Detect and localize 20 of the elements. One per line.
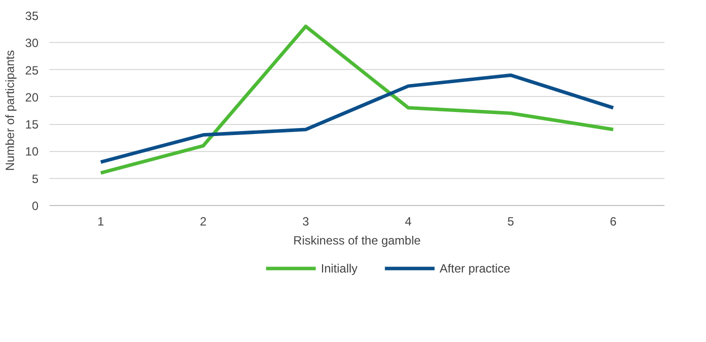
y-tick-label: 25 — [25, 63, 39, 78]
y-tick-label: 20 — [25, 90, 39, 104]
legend-label: After practice — [440, 262, 511, 276]
x-tick-label: 4 — [404, 214, 412, 228]
x-tick-label: 6 — [610, 214, 617, 228]
y-tick-label: 5 — [32, 172, 39, 186]
y-axis-title: Number of participants — [3, 50, 18, 171]
y-tick-label: 35 — [25, 9, 39, 23]
y-tick-label: 0 — [32, 199, 39, 213]
x-axis-title: Riskiness of the gamble — [293, 234, 422, 248]
x-tick-label: 5 — [507, 214, 514, 228]
legend-label: Initially — [320, 262, 358, 276]
y-tick-label: 10 — [25, 144, 39, 159]
y-tick-label: 15 — [25, 118, 39, 132]
x-tick-label: 3 — [302, 214, 310, 228]
y-tick-label: 30 — [25, 36, 39, 50]
x-tick-label: 1 — [97, 214, 104, 228]
x-tick-label: 2 — [200, 214, 207, 228]
line-series — [99, 24, 615, 175]
line-series — [99, 73, 615, 164]
